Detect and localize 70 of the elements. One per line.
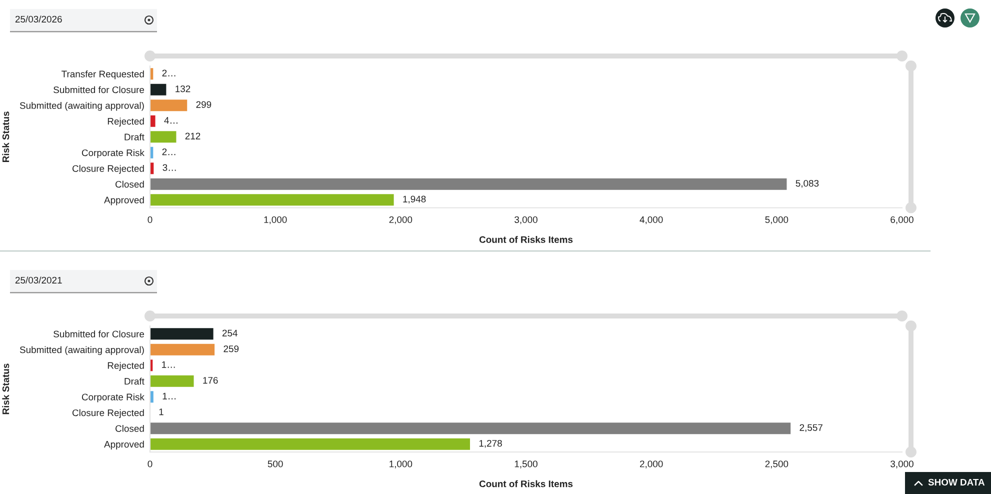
x-tick-label: 0 — [148, 216, 152, 224]
data-label: 132 — [176, 85, 190, 92]
y-tick-label: Closed — [116, 424, 144, 432]
bar — [150, 67, 154, 80]
x-tick-label: 6,000 — [890, 216, 914, 224]
data-label: 2… — [162, 148, 176, 156]
y-tick-label: Rejected — [108, 362, 144, 371]
bar — [150, 83, 167, 96]
data-label: 1… — [162, 392, 176, 400]
y-tick-label: Submitted (awaiting approval) — [20, 346, 144, 356]
bar — [150, 178, 788, 191]
y-tick-label: Closure Rejected — [72, 164, 144, 174]
y-tick-label: Submitted for Closure — [54, 330, 144, 338]
data-label: 1 — [159, 408, 164, 416]
y-axis-title: Risk Status — [2, 364, 10, 414]
bar — [150, 98, 188, 112]
x-tick-label: 2,500 — [765, 460, 788, 468]
bar — [150, 114, 156, 128]
y-tick-label: Closure Rejected — [72, 409, 144, 418]
x-tick-label: 1,500 — [514, 460, 538, 468]
y-tick-label: Approved — [104, 196, 144, 206]
data-label: 5,083 — [796, 180, 819, 188]
y-tick-label: Draft — [124, 378, 144, 385]
data-label: 1,278 — [479, 440, 502, 448]
y-tick-label: Approved — [104, 440, 144, 450]
bar — [150, 130, 177, 144]
bar — [150, 193, 394, 206]
x-tick-label: 500 — [268, 460, 283, 468]
x-tick-label: 3,000 — [514, 216, 538, 224]
data-label: 259 — [224, 345, 239, 352]
data-label: 176 — [203, 376, 218, 384]
bar — [150, 343, 216, 356]
y-tick-label: Submitted (awaiting approval) — [20, 102, 144, 111]
bar — [150, 162, 154, 175]
data-label: 299 — [196, 101, 212, 108]
data-label: 1,948 — [403, 196, 426, 204]
x-tick-label: 1,000 — [264, 216, 287, 224]
text: 25/03/2026 — [15, 16, 62, 23]
data-label: 2,557 — [800, 424, 822, 432]
x-tick-label: 2,000 — [389, 216, 412, 224]
bar — [150, 422, 792, 435]
data-label: 4… — [164, 117, 178, 124]
x-tick-label: 5,000 — [765, 216, 788, 224]
bar — [150, 327, 214, 340]
data-label: 3… — [162, 164, 176, 171]
x-tick-label: 2,000 — [640, 460, 663, 468]
text: SHOW DATA — [928, 478, 985, 486]
data-label: 1… — [162, 361, 175, 368]
x-axis-title: Count of Risks Items — [479, 236, 573, 243]
x-tick-label: 4,000 — [640, 216, 663, 224]
x-axis-title: Count of Risks Items — [479, 480, 573, 488]
y-tick-label: Closed — [116, 180, 144, 188]
bar — [150, 358, 154, 372]
data-label: 254 — [222, 330, 238, 336]
data-label: 212 — [185, 132, 200, 140]
y-tick-label: Draft — [124, 133, 144, 140]
y-axis-title: Risk Status — [2, 112, 10, 162]
bar — [150, 438, 471, 451]
y-tick-label: Rejected — [108, 118, 144, 127]
x-tick-label: 0 — [148, 460, 152, 468]
bar — [150, 146, 154, 160]
bar — [150, 374, 194, 388]
y-tick-label: Transfer Requested — [62, 70, 144, 80]
x-tick-label: 3,000 — [890, 460, 914, 468]
x-tick-label: 1,000 — [390, 460, 412, 468]
data-label: 2… — [162, 70, 176, 76]
y-tick-label: Corporate Risk — [82, 149, 144, 158]
text: 25/03/2021 — [15, 276, 62, 284]
y-tick-label: Corporate Risk — [82, 393, 144, 402]
y-tick-label: Submitted for Closure — [54, 86, 144, 94]
